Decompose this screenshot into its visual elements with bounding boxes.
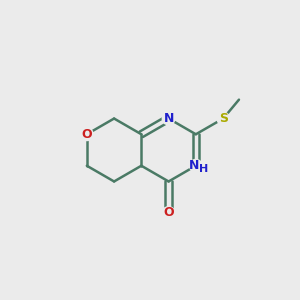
Circle shape xyxy=(162,207,175,219)
Text: O: O xyxy=(82,128,92,141)
Text: N: N xyxy=(164,112,174,125)
Circle shape xyxy=(217,112,230,125)
Text: O: O xyxy=(163,206,174,219)
Circle shape xyxy=(190,159,202,172)
Text: N: N xyxy=(188,159,199,172)
Circle shape xyxy=(162,112,175,125)
Circle shape xyxy=(80,128,93,141)
Text: S: S xyxy=(219,112,228,125)
Text: H: H xyxy=(199,164,208,174)
